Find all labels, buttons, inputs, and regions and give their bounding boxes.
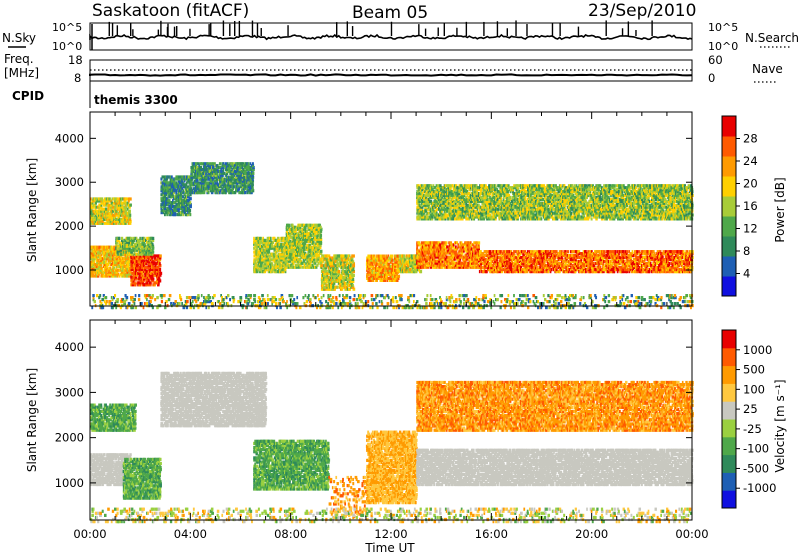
nsearch-tick-top: 10^5 <box>708 21 738 34</box>
power-heatmap-cells <box>90 162 694 309</box>
heatmap-cell <box>320 226 322 229</box>
heatmap-cell <box>225 162 228 165</box>
heatmap-cell <box>484 254 486 257</box>
heatmap-cell <box>208 191 210 194</box>
nave-label: Nave <box>752 62 783 76</box>
heatmap-cell <box>171 175 173 178</box>
heatmap-cell <box>105 208 107 211</box>
heatmap-cell <box>271 262 273 265</box>
heatmap-cell <box>419 241 421 244</box>
heatmap-cell <box>201 162 204 165</box>
nave-tick-top: 60 <box>708 53 723 67</box>
freq-label-line2: [MHz] <box>4 66 39 80</box>
nave-tick-bottom: 0 <box>708 71 715 85</box>
heatmap-cell <box>178 175 181 178</box>
heatmap-cell <box>337 286 339 289</box>
heatmap-cell <box>219 162 221 165</box>
heatmap-cell <box>190 187 192 190</box>
heatmap-cell <box>119 241 121 244</box>
freq-label-line1: Freq. <box>4 52 34 66</box>
freq-trace-path <box>90 74 692 76</box>
freq-tick-bottom: 8 <box>74 71 81 85</box>
heatmap-cell <box>352 278 354 281</box>
heatmap-cell <box>352 284 354 287</box>
heatmap-cell <box>152 237 154 240</box>
date-title: 23/Sep/2010 <box>588 1 696 21</box>
heatmap-cell <box>159 254 162 257</box>
heatmap-cell <box>129 214 131 217</box>
heatmap-cell <box>96 246 98 249</box>
nsky-tick-bottom: 10^0 <box>52 40 82 53</box>
freq-tick-top: 18 <box>68 53 83 67</box>
heatmap-cell <box>130 276 132 279</box>
heatmap-cell <box>252 187 254 190</box>
cpid-label: CPID <box>12 89 44 103</box>
heatmap-cell <box>135 283 137 286</box>
heatmap-cell <box>144 243 146 246</box>
freq-trace <box>90 74 692 76</box>
heatmap-cell <box>264 239 266 242</box>
nsearch-label: N.Search <box>745 31 799 45</box>
nsky-label: N.Sky <box>2 31 36 45</box>
heatmap-cell <box>403 254 405 257</box>
heatmap-cell <box>352 260 354 263</box>
station-title: Saskatoon (fitACF) <box>92 1 249 21</box>
heatmap-cell <box>126 197 128 200</box>
heatmap-cell <box>159 268 161 271</box>
heatmap-cell <box>159 279 161 282</box>
heatmap-cell <box>119 237 121 240</box>
heatmap-cell <box>110 197 112 200</box>
heatmap-cell <box>278 239 280 242</box>
nsearch-tick-bottom: 10^0 <box>708 40 738 53</box>
heatmap-cell <box>513 250 515 253</box>
heatmap-cell <box>252 183 254 186</box>
heatmap-cell <box>353 274 355 277</box>
heatmap-cell <box>117 197 119 200</box>
heatmap-cell <box>190 201 192 204</box>
heatmap-cell <box>139 237 141 240</box>
heatmap-cell <box>159 262 161 265</box>
heatmap-cell <box>252 172 254 175</box>
heatmap-cell <box>518 250 520 253</box>
heatmap-cell <box>397 275 400 278</box>
heatmap-cell <box>189 209 191 212</box>
heatmap-cell <box>420 270 422 273</box>
heatmap-cell <box>446 241 448 244</box>
heatmap-cell <box>248 162 250 165</box>
heatmap-cell <box>152 243 154 246</box>
heatmap-cell <box>489 250 491 253</box>
heatmap-cell <box>252 162 254 165</box>
heatmap-cell <box>121 237 123 240</box>
heatmap-cell <box>352 254 355 257</box>
heatmap-cell <box>270 237 272 240</box>
heatmap-cell <box>244 191 246 194</box>
nsky-tick-top: 10^5 <box>52 21 82 34</box>
heatmap-cell <box>478 241 480 244</box>
heatmap-cell <box>392 255 394 258</box>
heatmap-cell <box>320 250 323 253</box>
heatmap-cell <box>338 270 341 273</box>
heatmap-cell <box>288 224 290 227</box>
heatmap-cell <box>383 255 385 258</box>
heatmap-cell <box>189 213 191 216</box>
heatmap-cell <box>162 175 165 178</box>
heatmap-cell <box>509 250 511 253</box>
heatmap-cell <box>129 210 131 213</box>
heatmap-cell <box>189 197 192 200</box>
nsky-trace <box>90 20 692 50</box>
heatmap-cell <box>129 197 132 200</box>
heatmap-cell <box>320 234 322 237</box>
heatmap-cell <box>129 204 132 207</box>
heatmap-cell <box>182 189 184 192</box>
heatmap-cell <box>349 254 351 257</box>
heatmap-cell <box>342 254 344 257</box>
heatmap-cell <box>238 191 241 194</box>
heatmap-cell <box>201 166 203 169</box>
beam-title: Beam 05 <box>352 3 428 23</box>
cpid-value: themis 3300 <box>94 93 178 107</box>
heatmap-cell <box>152 277 154 280</box>
heatmap-cell <box>302 266 304 269</box>
